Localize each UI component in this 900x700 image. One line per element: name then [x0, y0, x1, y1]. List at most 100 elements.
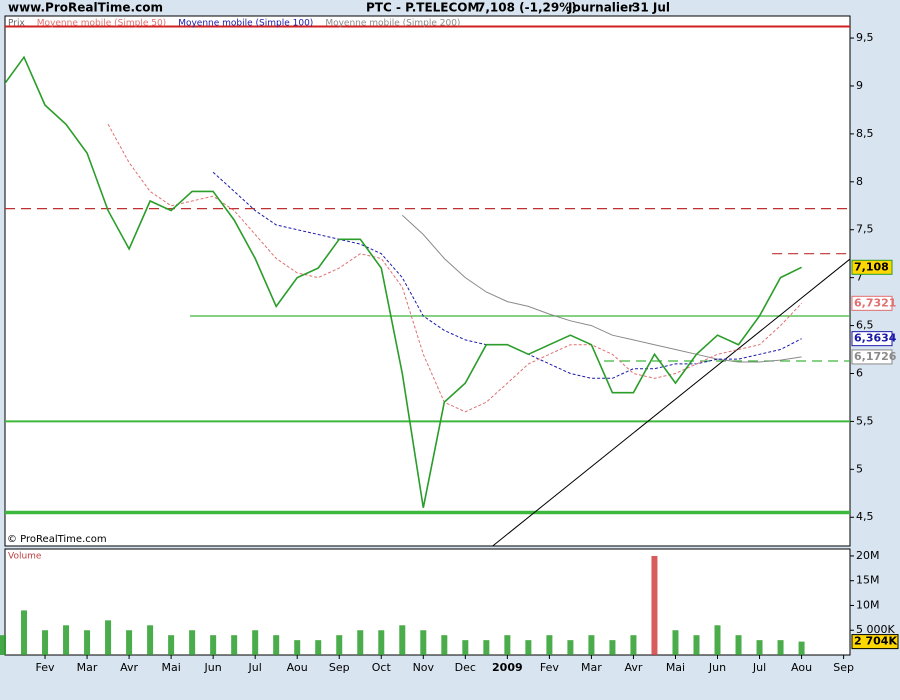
y-tick-label: 8: [856, 175, 863, 188]
volume-bar: [147, 625, 154, 655]
volume-bar: [735, 635, 742, 655]
volume-bar: [63, 625, 70, 655]
volume-bar: [210, 635, 217, 655]
x-tick-label: Mar: [77, 661, 98, 674]
last-value-label: 6,7321: [854, 296, 896, 309]
volume-bar: [504, 635, 511, 655]
volume-bar: [672, 630, 679, 655]
last-value-label: 7,108: [854, 260, 889, 273]
date: 31 Jul: [632, 1, 670, 15]
x-tick-label: Sep: [329, 661, 350, 674]
volume-bar: [567, 640, 574, 655]
series-line: [107, 124, 802, 413]
x-tick-label: Mar: [581, 661, 602, 674]
y-tick-label: 6,5: [856, 319, 874, 332]
x-tick-label: Oct: [372, 661, 392, 674]
plot: [5, 25, 850, 546]
x-tick-label: Fev: [540, 661, 559, 674]
y-tick-label: 9,5: [856, 31, 874, 44]
x-tick-label: Nov: [413, 661, 435, 674]
volume-bar: [273, 635, 280, 655]
y-tick-label: 9: [856, 79, 863, 92]
volume-bar: [126, 630, 133, 655]
volume-bar: [462, 640, 469, 655]
volume-bar: [357, 630, 364, 655]
y-tick-label: 7: [856, 271, 863, 284]
volume-bar: [315, 640, 322, 655]
last-value-label: 6,1726: [854, 350, 897, 363]
x-tick-label: Aou: [791, 661, 812, 674]
quote: 7,108 (-1,29%): [477, 1, 577, 15]
legend-entry: Moyenne mobile (Simple 50): [37, 19, 166, 29]
volume-bar: [483, 640, 490, 655]
volume-bar: [798, 641, 805, 655]
price-pane: [4, 15, 851, 547]
volume-bar: [399, 625, 406, 655]
volume-bar: [588, 635, 595, 655]
x-tick-label: Dec: [455, 661, 476, 674]
y-tick-label: 15M: [856, 574, 880, 587]
x-tick-label: Jul: [248, 661, 262, 674]
last-value-box: [851, 331, 893, 347]
x-tick-label: 2009: [492, 661, 523, 674]
y-tick-label: 5: [856, 462, 863, 475]
volume-title: Volume: [8, 552, 42, 562]
x-tick-label: Avr: [120, 661, 138, 674]
last-value-label: 6,3634: [854, 332, 897, 345]
volume-bar: [84, 630, 91, 655]
y-tick-label: 8,5: [856, 127, 874, 140]
x-tick-label: Fev: [36, 661, 55, 674]
y-tick-label: 5,5: [856, 414, 874, 427]
volume-bar: [336, 635, 343, 655]
series-line: [401, 214, 802, 363]
volume-bar: [105, 620, 112, 655]
y-tick-label: 5 000K: [856, 623, 895, 636]
y-tick-label: 7,5: [856, 223, 874, 236]
y-tick-label: 4,5: [856, 510, 874, 523]
legend-entry: Moyenne mobile (Simple 100): [178, 19, 313, 29]
last-value-box: [851, 259, 893, 275]
volume-bar: [189, 630, 196, 655]
x-tick-label: Sep: [833, 661, 854, 674]
y-tick-label: 10M: [856, 598, 880, 611]
trendline: [492, 258, 850, 546]
x-tick-label: Jun: [204, 661, 222, 674]
x-tick-label: Mai: [666, 661, 685, 674]
legend-entry: Prix: [8, 19, 25, 29]
volume-bar: [252, 630, 259, 655]
volume-bar: [630, 635, 637, 655]
series-line: [5, 55, 802, 508]
volume-bar: [693, 635, 700, 655]
volume-bar: [546, 635, 553, 655]
volume-pane: [4, 548, 851, 656]
x-tick-label: Jul: [752, 661, 766, 674]
legend-entry: Moyenne mobile (Simple 200): [325, 19, 460, 29]
copyright: © ProRealTime.com: [7, 534, 107, 545]
last-value-box: [851, 349, 893, 365]
x-tick-label: Mai: [161, 661, 180, 674]
y-tick-label: 20M: [856, 549, 880, 562]
volume-bar: [42, 630, 49, 655]
volume-bar: [609, 640, 616, 655]
volume-bar: [378, 630, 385, 655]
volume-bar: [756, 640, 763, 655]
last-value-box: [851, 295, 893, 311]
last-volume-box: [851, 634, 899, 650]
volume-bar: [441, 635, 448, 655]
volume-bar: [168, 635, 175, 655]
y-tick-label: 6: [856, 366, 863, 379]
volume-bar: [714, 625, 721, 655]
period: Journalier: [567, 1, 634, 15]
x-tick-label: Avr: [624, 661, 642, 674]
x-tick-label: Aou: [287, 661, 308, 674]
volume-bar: [0, 635, 6, 655]
volume-bar: [231, 635, 238, 655]
stock-title: PTC - P.TELECOM: [366, 1, 479, 15]
last-volume-label: 2 704K: [854, 635, 897, 648]
x-tick-label: Jun: [708, 661, 726, 674]
volume-bar: [294, 640, 301, 655]
volume-bar: [651, 555, 658, 655]
volume-bar: [525, 640, 532, 655]
site: www.ProRealTime.com: [8, 1, 163, 15]
